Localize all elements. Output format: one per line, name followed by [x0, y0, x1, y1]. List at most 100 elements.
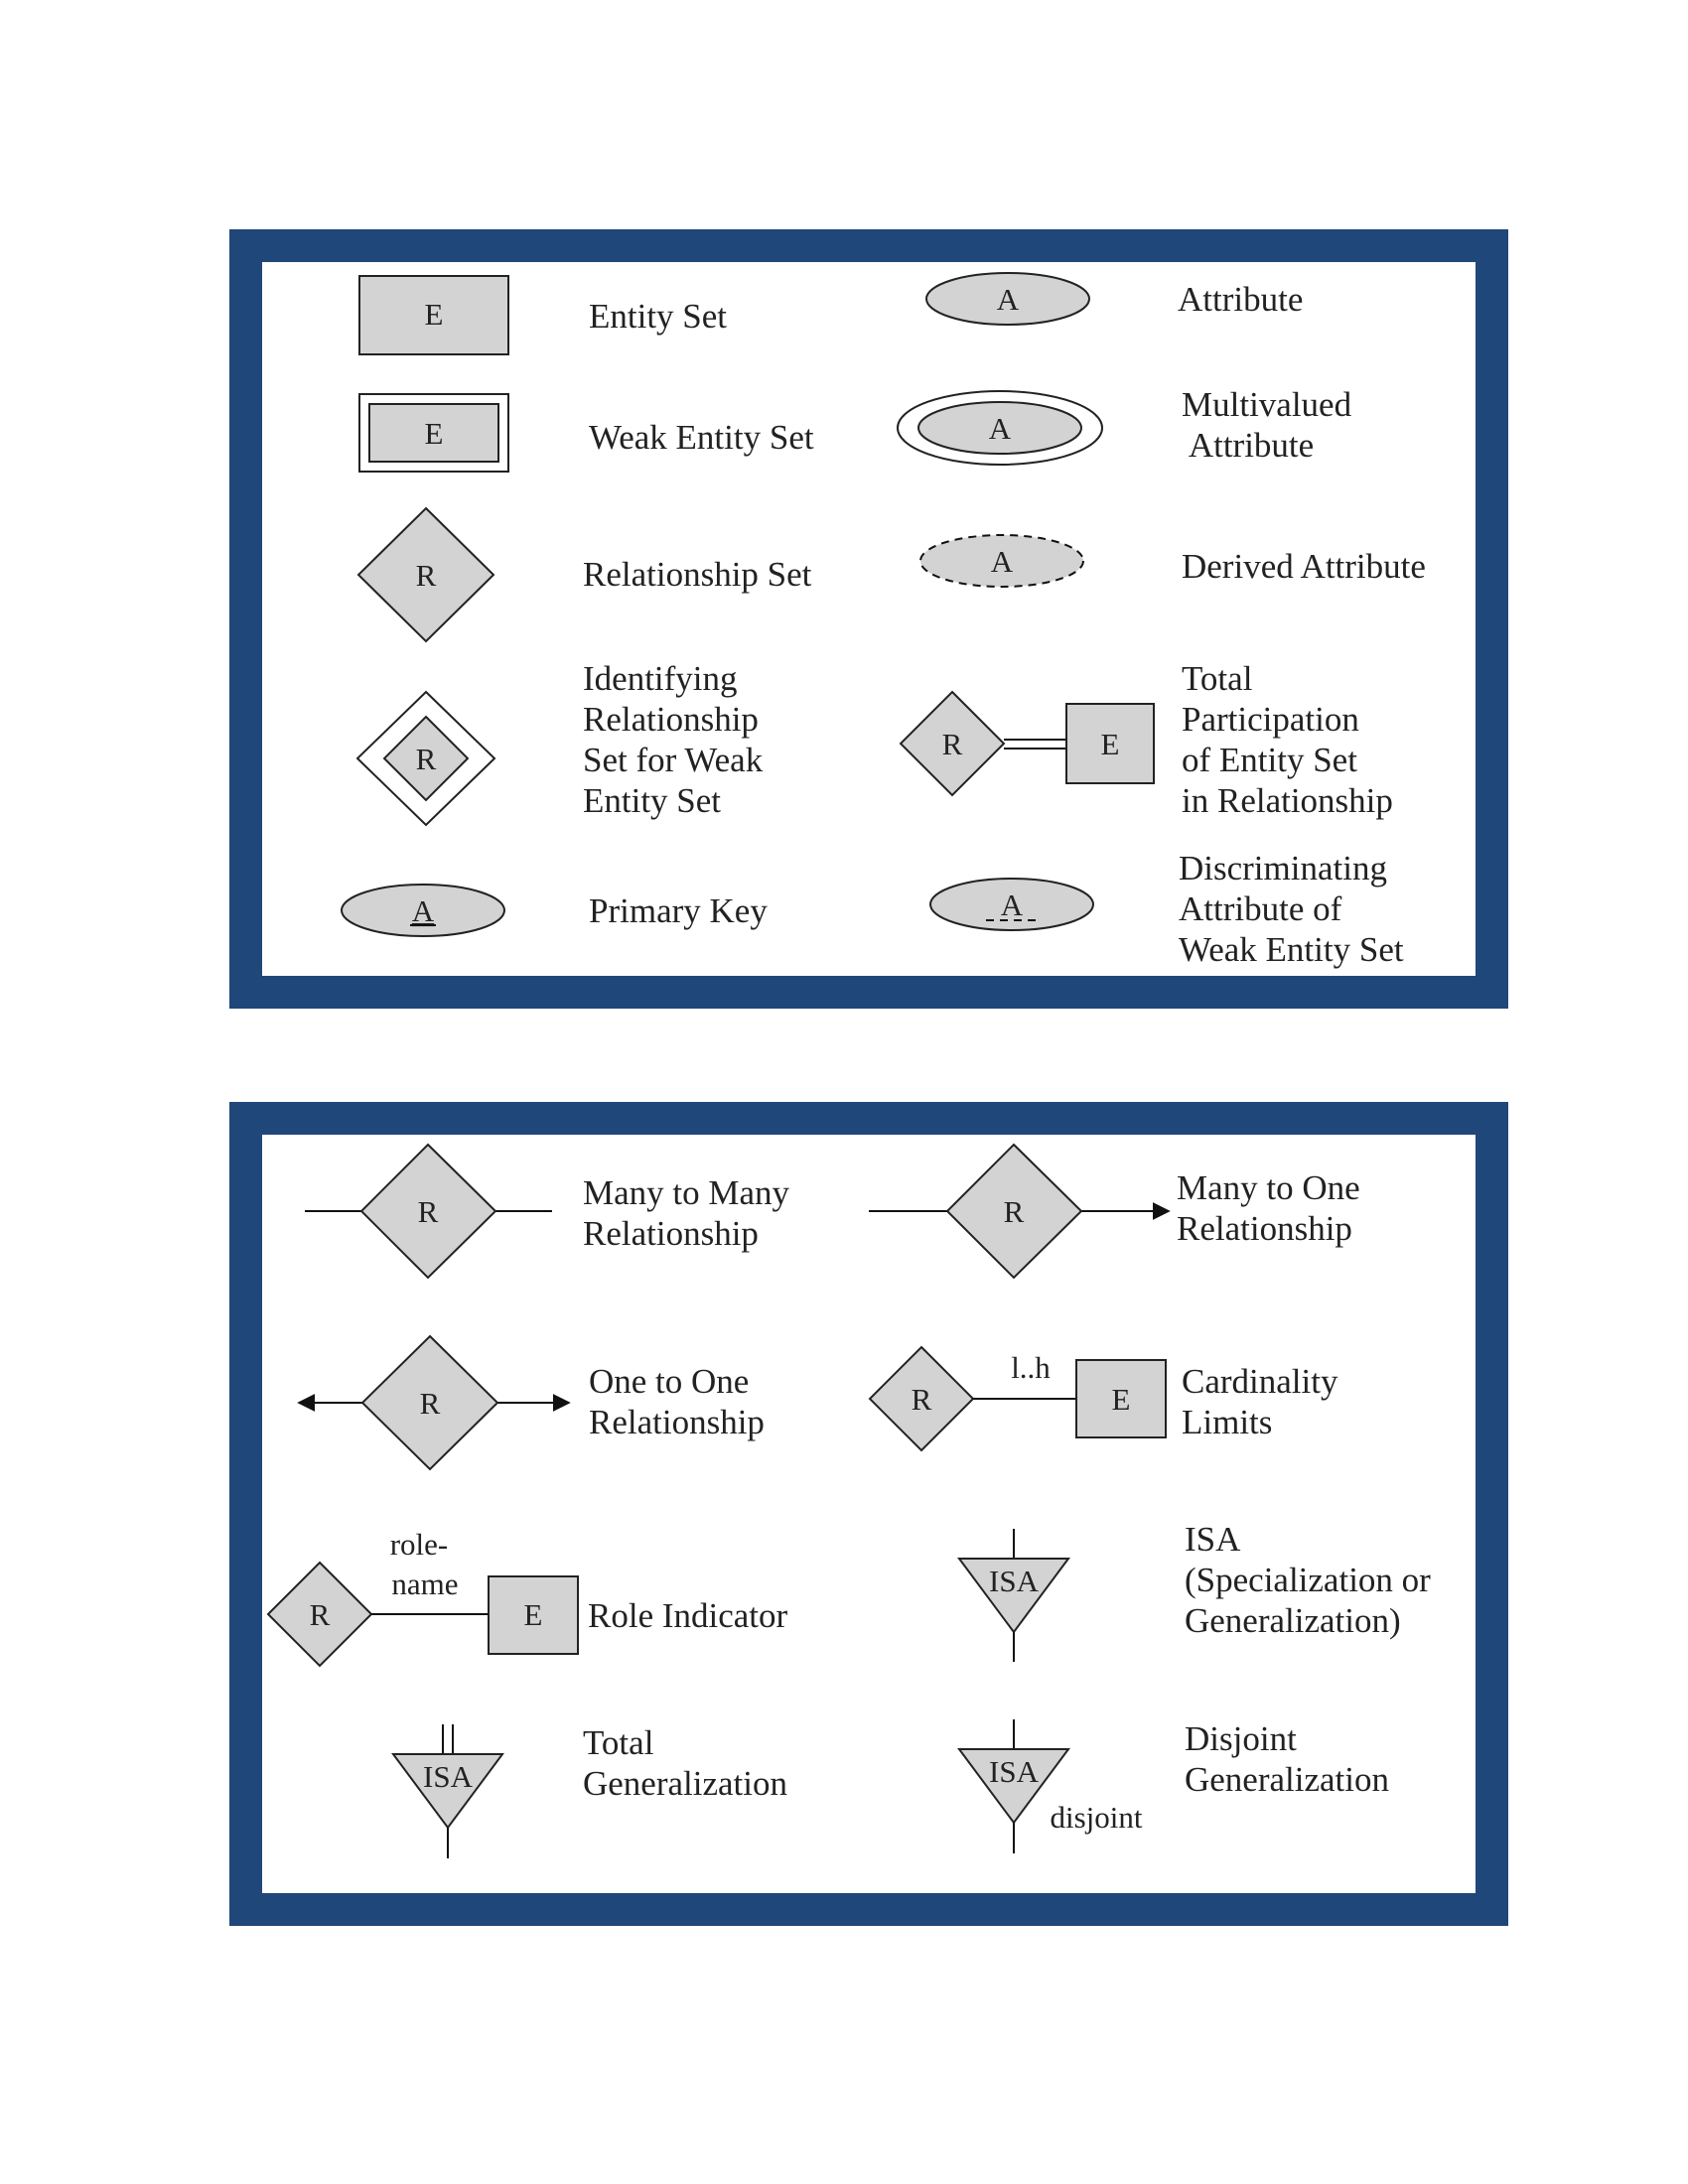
primary-key-symbol: A — [341, 884, 505, 937]
participation-label-line-1: Total — [1182, 659, 1253, 698]
total-generalization-label-line-2: Generalization — [583, 1764, 787, 1803]
attribute-label: Attribute — [1178, 280, 1303, 319]
multivalued-attribute-symbol: A — [897, 390, 1103, 466]
identifying-label-line-2: Relationship — [583, 700, 759, 739]
relationship-set-label: Relationship Set — [583, 555, 812, 594]
relationship-set-symbol: R — [356, 506, 495, 643]
isa-triangle — [957, 1558, 1070, 1634]
disjoint-generalization-symbol: ISA disjoint — [957, 1719, 1143, 1853]
derived-attribute-letter: A — [991, 544, 1014, 579]
card-entity-rect — [1075, 1359, 1167, 1438]
role-r-letter: R — [310, 1597, 331, 1632]
panel-1-inner — [262, 262, 1476, 976]
many-to-one-symbol: R — [869, 1143, 1171, 1280]
identifying-relationship-symbol: R — [355, 690, 496, 827]
multivalued-label-line-2: Attribute — [1182, 426, 1314, 465]
derived-attribute-symbol: A — [919, 534, 1084, 588]
participation-label-line-3: of Entity Set — [1182, 741, 1357, 779]
m1-letter: R — [1004, 1194, 1025, 1229]
participation-label-line-2: Participation — [1182, 700, 1359, 739]
weak-entity-letter: E — [425, 416, 444, 451]
weak-entity-set-symbol: E — [358, 393, 509, 473]
multivalued-inner-ellipse — [917, 401, 1082, 455]
role-entity-rect — [488, 1575, 579, 1655]
discriminating-attribute-symbol: A — [929, 878, 1094, 931]
many-to-one-label-line-2: Relationship — [1177, 1209, 1352, 1248]
discriminating-ellipse — [929, 878, 1094, 931]
role-indicator-label: Role Indicator — [588, 1596, 788, 1635]
primary-key-ellipse — [341, 884, 505, 937]
cardinality-limits-symbol: R l..h E — [868, 1345, 1167, 1452]
isa-label-line-1: ISA — [1185, 1520, 1241, 1559]
multivalued-letter: A — [989, 411, 1012, 446]
panel-1-canvas: E Entity Set A Attribute E Weak Entity S… — [229, 229, 1508, 1009]
participation-e-letter: E — [1101, 727, 1120, 761]
relationship-diamond — [356, 506, 495, 643]
many-to-many-symbol: R — [305, 1143, 552, 1280]
weak-entity-set-label: Weak Entity Set — [589, 418, 814, 457]
total-participation-symbol: R E — [899, 690, 1155, 797]
card-diamond — [868, 1345, 975, 1452]
cardinality-label-line-1: Cardinality — [1182, 1362, 1338, 1401]
attribute-ellipse — [925, 272, 1090, 326]
primary-key-label: Primary Key — [589, 891, 768, 930]
card-e-letter: E — [1112, 1382, 1131, 1417]
identifying-label-line-4: Entity Set — [583, 781, 721, 820]
one-to-one-symbol: R — [297, 1334, 571, 1471]
panel-2-canvas: R Many to Many Relationship R Many to On… — [229, 1102, 1508, 1926]
role-indicator-symbol: R role- name E — [266, 1527, 579, 1668]
discriminating-label-line-3: Weak Entity Set — [1179, 930, 1404, 969]
discriminating-label-line-2: Attribute of — [1179, 889, 1342, 928]
isa-text: ISA — [989, 1564, 1040, 1598]
attribute-letter: A — [997, 282, 1020, 317]
er-notation-panel-1: E Entity Set A Attribute E Weak Entity S… — [229, 229, 1508, 1009]
mm-letter: R — [418, 1194, 439, 1229]
weak-entity-inner-rect — [368, 403, 499, 463]
isa-label-line-3: Generalization) — [1185, 1601, 1401, 1640]
derived-attribute-label: Derived Attribute — [1182, 547, 1426, 586]
multivalued-label-line-1: Multivalued — [1182, 385, 1352, 424]
entity-letter: E — [425, 297, 444, 332]
dg-disjoint-text: disjoint — [1050, 1800, 1142, 1835]
role-name-line-2: name — [391, 1567, 458, 1601]
one-to-one-label-line-1: One to One — [589, 1362, 749, 1401]
participation-r-letter: R — [942, 727, 963, 761]
discriminating-label-line-1: Discriminating — [1179, 849, 1387, 887]
identifying-inner-diamond — [382, 715, 470, 802]
identifying-letter: R — [416, 742, 437, 776]
card-limits-text: l..h — [1011, 1350, 1051, 1385]
disjoint-generalization-label-line-1: Disjoint — [1185, 1719, 1297, 1758]
entity-set-label: Entity Set — [589, 297, 727, 336]
participation-entity-rect — [1065, 703, 1155, 784]
isa-label-line-2: (Specialization or — [1185, 1561, 1431, 1599]
m1-diamond — [945, 1143, 1083, 1280]
many-to-one-label-line-1: Many to One — [1177, 1168, 1360, 1207]
role-name-line-1: role- — [390, 1527, 449, 1562]
relationship-letter: R — [416, 558, 437, 593]
tg-triangle — [391, 1753, 504, 1830]
dg-triangle — [957, 1748, 1070, 1825]
identifying-label-line-1: Identifying — [583, 659, 738, 698]
attribute-symbol: A — [925, 272, 1090, 326]
cardinality-label-line-2: Limits — [1182, 1403, 1272, 1441]
total-generalization-label-line-1: Total — [583, 1723, 654, 1762]
oo-letter: R — [420, 1386, 441, 1421]
entity-rect — [358, 275, 509, 355]
role-e-letter: E — [524, 1597, 543, 1632]
er-notation-panel-2: R Many to Many Relationship R Many to On… — [229, 1102, 1508, 1926]
card-r-letter: R — [912, 1382, 932, 1417]
disjoint-generalization-label-line-2: Generalization — [1185, 1760, 1389, 1799]
oo-diamond — [360, 1334, 499, 1471]
total-generalization-symbol: ISA — [391, 1724, 504, 1858]
derived-attribute-ellipse — [919, 534, 1084, 588]
mm-diamond — [359, 1143, 497, 1280]
dg-isa-text: ISA — [989, 1754, 1040, 1789]
tg-isa-text: ISA — [423, 1759, 474, 1794]
many-to-many-label-line-1: Many to Many — [583, 1173, 790, 1212]
participation-label-line-4: in Relationship — [1182, 781, 1393, 820]
isa-symbol: ISA — [957, 1529, 1070, 1662]
one-to-one-label-line-2: Relationship — [589, 1403, 765, 1441]
participation-diamond — [899, 690, 1006, 797]
discriminating-letter: A — [1001, 887, 1024, 922]
panel-1-bottom-frame — [262, 976, 1508, 1009]
